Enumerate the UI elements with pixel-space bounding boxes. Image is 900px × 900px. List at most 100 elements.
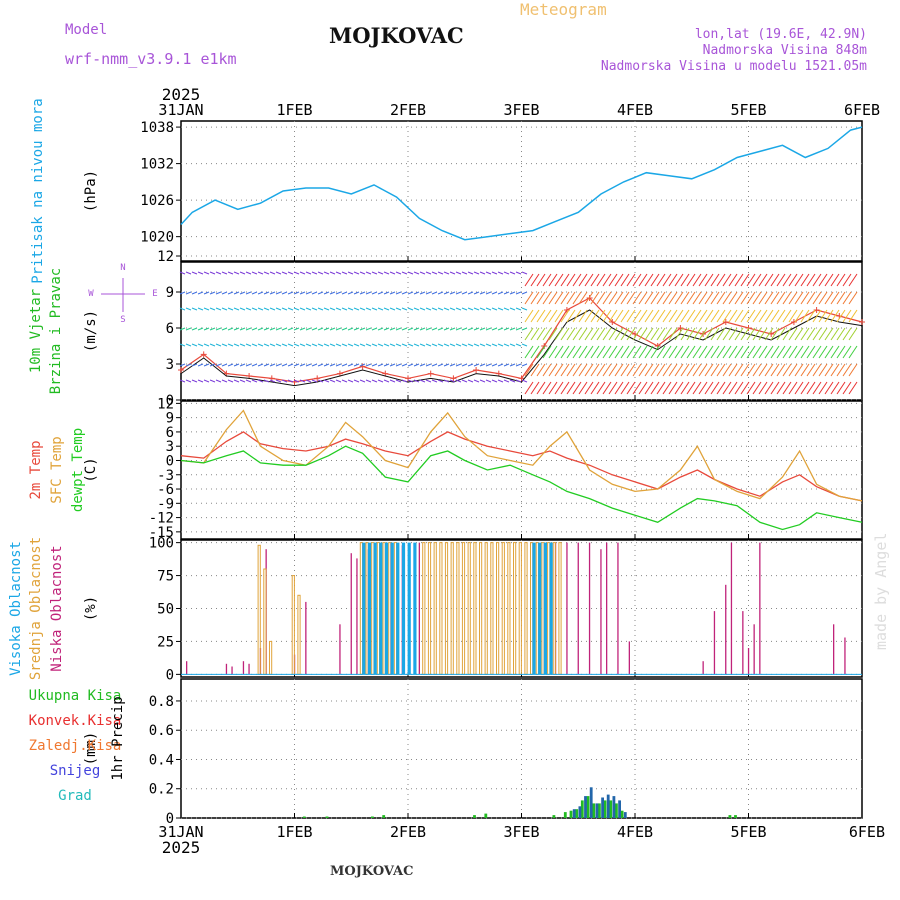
top-day-label: 4FEB bbox=[617, 101, 653, 119]
wind-barb bbox=[479, 363, 486, 367]
wind-barb bbox=[722, 381, 732, 395]
wind-barb bbox=[572, 327, 582, 341]
wind-barb bbox=[824, 309, 834, 323]
wind-barb bbox=[686, 381, 696, 395]
wind-barb bbox=[371, 363, 378, 367]
pressure-axis-title: Pritisak na nivou mora bbox=[30, 98, 46, 283]
wind-barb bbox=[449, 307, 456, 311]
wind-barb bbox=[365, 379, 372, 383]
wind-barb bbox=[704, 291, 714, 305]
wind-barb bbox=[740, 345, 750, 359]
low-cloud-bar bbox=[713, 611, 716, 675]
wind-barb bbox=[554, 345, 564, 359]
wind-barb bbox=[479, 291, 486, 295]
mid-cloud-bar bbox=[263, 568, 267, 675]
wind-barb bbox=[269, 271, 276, 275]
wind-barb bbox=[311, 363, 318, 367]
wind-barb bbox=[800, 309, 810, 323]
y-tick-label: 6 bbox=[166, 425, 174, 441]
wind-barb bbox=[419, 379, 426, 383]
wind-barb bbox=[800, 345, 810, 359]
dewpt-axis-title: dewpt Temp bbox=[70, 428, 86, 512]
wind-barb bbox=[323, 363, 330, 367]
wind-barb bbox=[572, 291, 582, 305]
wind-barb bbox=[782, 309, 792, 323]
wind-barb bbox=[524, 273, 534, 287]
wind-barb bbox=[503, 291, 510, 295]
mid-cloud-bar bbox=[496, 542, 500, 675]
wind-barb bbox=[746, 291, 756, 305]
wind-barb bbox=[497, 363, 504, 367]
wind-barb bbox=[263, 327, 270, 331]
wind-barb bbox=[842, 309, 852, 323]
high-cloud-bar bbox=[390, 542, 394, 675]
wind-barb bbox=[329, 363, 336, 367]
wind-barb bbox=[770, 291, 780, 305]
wind-barb bbox=[485, 379, 492, 383]
wind-barb bbox=[413, 379, 420, 383]
wind-barb bbox=[806, 381, 816, 395]
wind-barb bbox=[497, 379, 504, 383]
wind-barb bbox=[536, 327, 546, 341]
wind-barb bbox=[365, 271, 372, 275]
wind-barb bbox=[383, 291, 390, 295]
low-cloud-bar bbox=[759, 542, 761, 675]
wind-barb bbox=[443, 291, 450, 295]
wind-barb bbox=[824, 327, 834, 341]
wind-barb bbox=[521, 379, 528, 383]
y-tick-label: -9 bbox=[157, 496, 174, 512]
wind-barb bbox=[758, 327, 768, 341]
low-cloud-bar bbox=[753, 624, 755, 675]
wind-barb bbox=[800, 381, 810, 395]
wind-barb bbox=[764, 291, 774, 305]
wind-barb bbox=[431, 271, 438, 275]
wind-barb bbox=[287, 291, 294, 295]
wind-barb bbox=[461, 327, 468, 331]
wind-barb bbox=[275, 327, 282, 331]
wind-barb bbox=[776, 363, 786, 377]
wind-barb bbox=[830, 381, 840, 395]
wind-barb bbox=[365, 343, 372, 347]
wind-panel: 0 3 6 9 12 (m/s) 10m Vjetar Brzina i Pravac N E S W bbox=[28, 249, 865, 409]
wind-barb bbox=[800, 273, 810, 287]
wind-barb bbox=[578, 273, 588, 287]
wind-barb bbox=[485, 271, 492, 275]
wind-barb bbox=[437, 343, 444, 347]
wind-barb bbox=[197, 307, 204, 311]
y-tick-label: 1026 bbox=[140, 193, 174, 209]
wind-barb bbox=[497, 343, 504, 347]
wind-barb bbox=[842, 327, 852, 341]
wind-barb bbox=[263, 307, 270, 311]
wind-barb bbox=[431, 379, 438, 383]
wind-barb bbox=[449, 343, 456, 347]
wind-barb bbox=[554, 363, 564, 377]
wind-barb bbox=[710, 363, 720, 377]
wind-barb bbox=[419, 327, 426, 331]
wind-barb bbox=[509, 327, 516, 331]
legend-snow: Snijeg bbox=[50, 763, 101, 779]
wind-barb bbox=[359, 271, 366, 275]
wind-barb bbox=[638, 363, 648, 377]
wind-barb bbox=[281, 291, 288, 295]
wind-barb bbox=[443, 327, 450, 331]
wind-barb bbox=[818, 273, 828, 287]
wind-barb bbox=[686, 327, 696, 341]
low-cloud-bar bbox=[350, 553, 352, 675]
wind-barb bbox=[734, 327, 744, 341]
wind-barb bbox=[317, 291, 324, 295]
wind-barb bbox=[596, 273, 606, 287]
wind-barb bbox=[467, 363, 474, 367]
wind-barb bbox=[830, 363, 840, 377]
wind-barb bbox=[413, 343, 420, 347]
top-day-label: 3FEB bbox=[503, 101, 539, 119]
wind-barb bbox=[191, 379, 198, 383]
wind-barb bbox=[560, 345, 570, 359]
low-cloud-bar bbox=[730, 542, 733, 675]
wind-barb bbox=[530, 363, 540, 377]
wind-barb bbox=[353, 363, 360, 367]
wind-barb bbox=[191, 291, 198, 295]
wind-barb bbox=[542, 327, 552, 341]
high-cloud-bar bbox=[396, 542, 400, 675]
wind-barb bbox=[584, 345, 594, 359]
wind-barb bbox=[596, 327, 606, 341]
